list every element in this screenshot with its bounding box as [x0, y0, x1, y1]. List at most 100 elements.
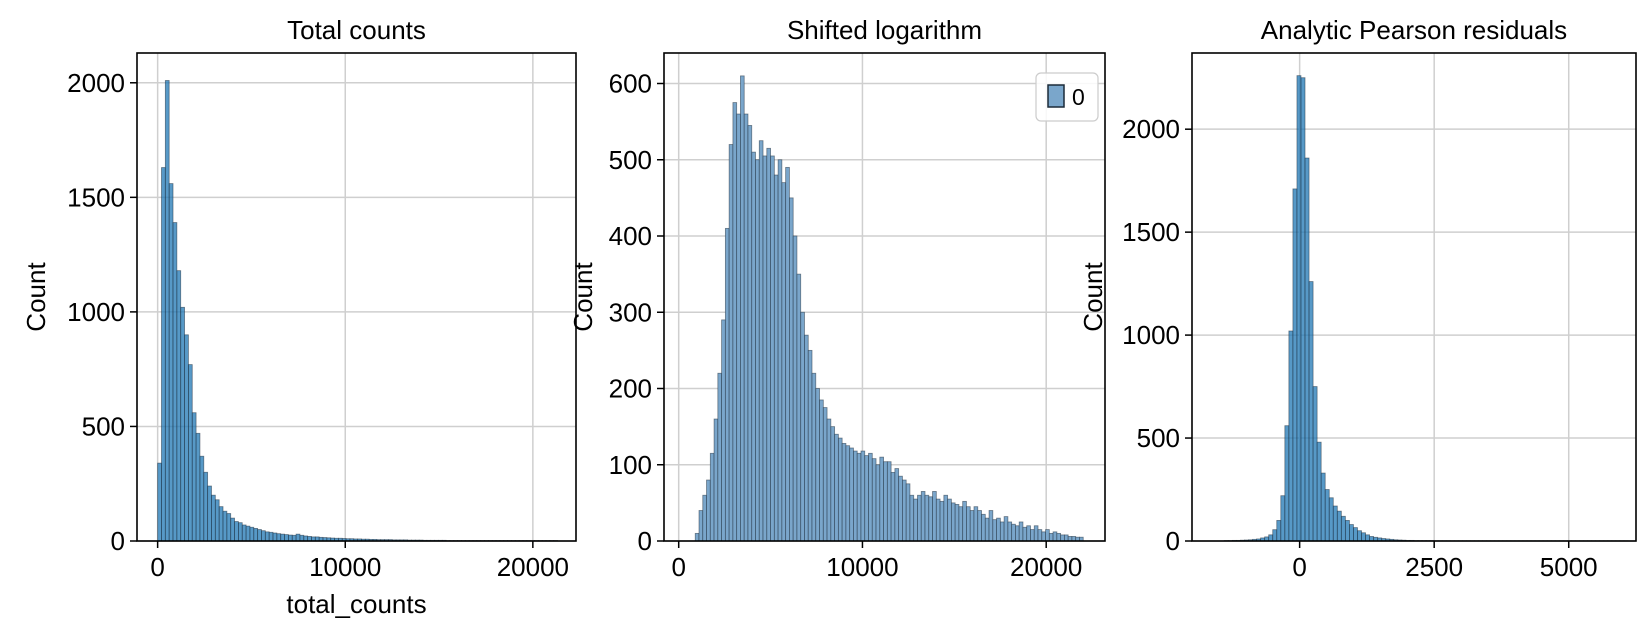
histogram-bar: [751, 151, 756, 542]
histogram-bar: [280, 533, 285, 542]
histogram-bar: [1268, 534, 1274, 542]
histogram-bar: [161, 167, 166, 542]
histogram-bar: [1276, 520, 1282, 542]
histogram-bar: [1353, 527, 1358, 542]
histogram-bar: [879, 456, 884, 542]
histogram-bar: [717, 372, 723, 542]
histogram-bar: [257, 529, 262, 542]
histogram-bar: [943, 494, 949, 542]
histogram-bar: [792, 235, 798, 542]
histogram-bars: [157, 80, 559, 542]
histogram-bar: [837, 437, 843, 542]
legend: 0: [1035, 72, 1099, 122]
histogram-bar: [966, 506, 971, 542]
histogram-bar: [841, 442, 847, 542]
histogram-bar: [984, 517, 990, 542]
histogram-bar: [868, 452, 873, 542]
histogram-bar: [807, 349, 813, 542]
histogram-bar: [766, 147, 771, 542]
histogram-bar: [1340, 515, 1346, 542]
histogram-bar: [214, 499, 220, 542]
histogram-bar: [1003, 516, 1009, 542]
plot-frame: [136, 52, 577, 542]
histogram-bar: [1336, 510, 1342, 542]
histogram-bar: [736, 113, 741, 542]
histogram-bar: [1045, 529, 1050, 542]
histogram-bar: [826, 418, 832, 542]
histogram-bar: [815, 388, 820, 542]
legend-swatch: [1047, 84, 1065, 108]
histogram-bar: [800, 311, 805, 542]
histogram-bar: [1316, 441, 1322, 542]
histogram-bar: [856, 452, 862, 542]
histogram-bar: [1324, 489, 1330, 542]
histogram-bar: [238, 522, 243, 542]
histogram-bar: [728, 144, 734, 542]
y-tick-label: 100: [609, 450, 652, 480]
histogram-bar: [207, 485, 212, 542]
histogram-bar: [796, 273, 802, 542]
histogram-bar: [1048, 532, 1054, 542]
legend-label: 0: [1072, 84, 1085, 110]
y-axis-label: Count: [1078, 262, 1108, 332]
histogram-bar: [1328, 497, 1334, 542]
histogram-bar: [773, 174, 779, 542]
plot-frame: [663, 52, 1106, 542]
histogram-bar: [864, 455, 869, 542]
histogram-bar: [894, 468, 900, 542]
histogram-bar: [928, 496, 933, 542]
histogram-bar: [950, 502, 956, 542]
histogram-bar: [1357, 530, 1362, 542]
histogram-bar: [871, 458, 877, 542]
x-tick-label: 2500: [1405, 552, 1463, 582]
histogram-bar: [1033, 525, 1039, 542]
y-tick-label: 200: [609, 374, 652, 404]
histogram-bar: [1292, 188, 1298, 542]
histogram-bar: [249, 526, 255, 542]
y-tick-label: 0: [1166, 526, 1180, 556]
histogram-bar: [234, 521, 239, 542]
y-tick-label: 0: [111, 526, 125, 556]
histogram-bar: [199, 455, 205, 542]
histogram-bar: [195, 432, 201, 542]
histogram-bar: [875, 464, 881, 542]
histogram-bar: [264, 531, 270, 542]
histogram-bar: [698, 510, 704, 542]
histogram-bar: [702, 494, 707, 542]
histogram-bar: [1060, 534, 1065, 542]
histogram-bar: [755, 159, 760, 542]
histogram-bar: [172, 222, 178, 542]
y-tick-label: 400: [609, 221, 652, 251]
histogram-bar: [157, 462, 162, 542]
histogram-bar: [1280, 495, 1286, 542]
histogram-bar: [935, 498, 941, 542]
histogram-bar: [905, 483, 911, 542]
histogram-bar: [1365, 534, 1370, 542]
y-tick-label: 2000: [67, 68, 125, 98]
histogram-bar: [789, 197, 794, 542]
histogram-bar: [913, 498, 918, 542]
histogram-bar: [917, 494, 922, 542]
histogram-bar: [176, 270, 182, 542]
histogram-bar: [834, 433, 839, 542]
histogram-bar: [920, 491, 926, 542]
chart-title: Analytic Pearson residuals: [1261, 15, 1567, 45]
histogram-bar: [1011, 523, 1016, 542]
histogram-bar: [230, 517, 235, 542]
x-tick-label: 20000: [1010, 552, 1082, 582]
histogram-bar: [992, 519, 997, 542]
histogram-bar: [164, 80, 170, 542]
histogram-bar: [999, 521, 1005, 542]
histogram-bar: [1007, 521, 1013, 542]
histogram-bar: [1304, 157, 1310, 542]
histogram-bar: [898, 475, 903, 542]
histogram-bar: [811, 372, 817, 542]
histogram-bar: [268, 531, 274, 542]
y-tick-label: 1000: [67, 297, 125, 327]
histogram-bar: [188, 364, 193, 542]
chart-title: Total counts: [287, 15, 426, 45]
y-tick-label: 1500: [67, 182, 125, 212]
histogram-bar: [1320, 472, 1326, 542]
histogram-bar: [932, 491, 937, 542]
histogram-bar: [962, 500, 967, 542]
